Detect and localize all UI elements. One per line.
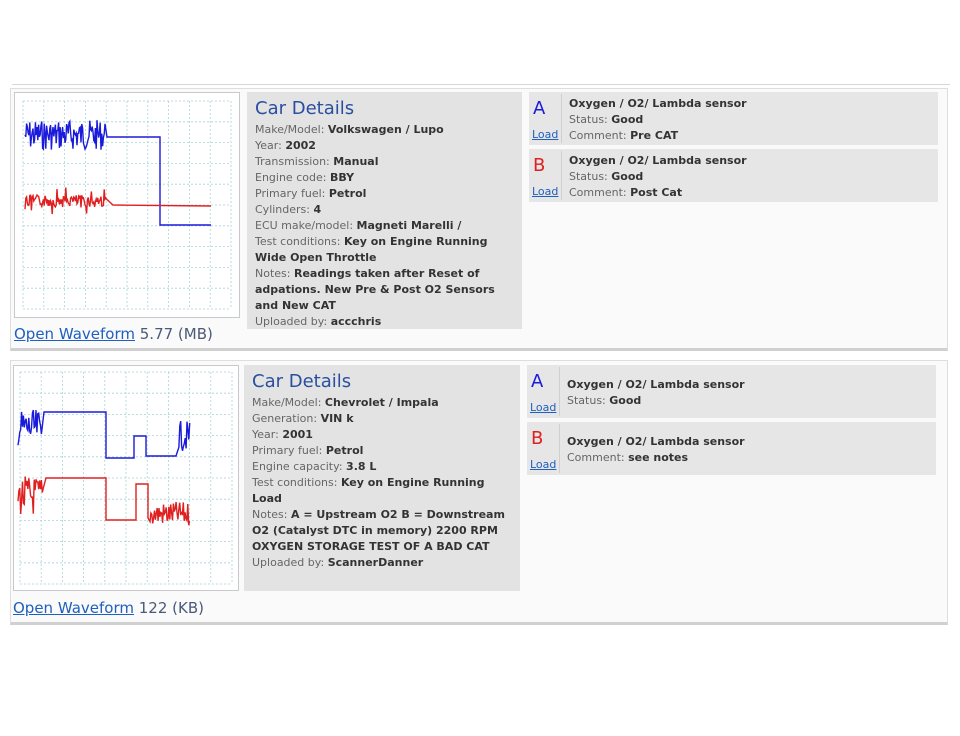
detail-row: Year: 2002 xyxy=(255,139,316,152)
detail-row: Make/Model: Chevrolet / Impala xyxy=(252,396,439,409)
channel-letter: A xyxy=(533,98,546,119)
car-details-title: Car Details xyxy=(255,98,355,119)
waveform-preview-svg xyxy=(17,371,233,585)
detail-row: ECU make/model: Magneti Marelli / xyxy=(255,219,462,232)
divider xyxy=(559,367,560,416)
waveform-thumbnail[interactable] xyxy=(14,92,240,318)
detail-row: Make/Model: Volkswagen / Lupo xyxy=(255,123,444,136)
waveform-record: Open Waveform 5.77 (MB) Car Details Make… xyxy=(10,88,948,351)
top-divider xyxy=(12,84,950,85)
load-link[interactable]: Load xyxy=(532,185,559,198)
detail-row: Year: 2001 xyxy=(252,428,313,441)
sensor-comment: Comment: see notes xyxy=(567,451,689,464)
sensor-status: Status: Good xyxy=(567,394,642,407)
channel-b-trace xyxy=(24,187,212,215)
divider xyxy=(559,424,560,473)
waveform-preview-svg xyxy=(22,100,232,310)
open-waveform: Open Waveform 122 (KB) xyxy=(13,599,204,617)
sensor-info: Oxygen / O2/ Lambda sensor Status: Good xyxy=(567,377,745,409)
detail-row: Notes: A = Upstream O2 B = Downstream O2… xyxy=(252,508,505,553)
detail-row: Notes: Readings taken after Reset of adp… xyxy=(255,267,495,312)
channel-letter: B xyxy=(531,428,544,449)
sensor-channel-b: B Load Oxygen / O2/ Lambda sensor Commen… xyxy=(527,422,936,475)
sensor-channel-a: A Load Oxygen / O2/ Lambda sensor Status… xyxy=(527,365,936,418)
sensor-status: Status: Good xyxy=(569,113,644,126)
sensor-comment: Comment: Pre CAT xyxy=(569,129,679,142)
sensor-info: Oxygen / O2/ Lambda sensor Status: Good … xyxy=(569,153,747,201)
divider xyxy=(561,94,562,143)
channel-letter: B xyxy=(533,155,546,176)
waveform-thumbnail[interactable] xyxy=(13,365,239,591)
load-link[interactable]: Load xyxy=(532,128,559,141)
sensor-channel-b: B Load Oxygen / O2/ Lambda sensor Status… xyxy=(529,149,938,202)
detail-row: Test conditions: Key on Engine Running W… xyxy=(255,235,488,264)
channel-a-trace xyxy=(17,409,191,459)
detail-row: Engine capacity: 3.8 L xyxy=(252,460,377,473)
waveform-record: Open Waveform 122 (KB) Car Details Make/… xyxy=(10,360,948,625)
sensor-name: Oxygen / O2/ Lambda sensor xyxy=(569,154,747,167)
sensor-info: Oxygen / O2/ Lambda sensor Status: Good … xyxy=(569,96,747,144)
sensor-name: Oxygen / O2/ Lambda sensor xyxy=(569,97,747,110)
detail-row: Uploaded by: accchris xyxy=(255,315,382,328)
load-link[interactable]: Load xyxy=(530,401,557,414)
sensor-channel-a: A Load Oxygen / O2/ Lambda sensor Status… xyxy=(529,92,938,145)
detail-row: Primary fuel: Petrol xyxy=(252,444,364,457)
sensor-name: Oxygen / O2/ Lambda sensor xyxy=(567,435,745,448)
open-waveform: Open Waveform 5.77 (MB) xyxy=(14,325,213,343)
detail-row: Engine code: BBY xyxy=(255,171,355,184)
detail-row: Primary fuel: Petrol xyxy=(255,187,367,200)
open-waveform-link[interactable]: Open Waveform xyxy=(14,325,135,343)
sensor-status: Status: Good xyxy=(569,170,644,183)
file-size: 122 (KB) xyxy=(138,599,204,617)
car-details-panel: Car Details Make/Model: Volkswagen / Lup… xyxy=(247,92,522,329)
detail-row: Transmission: Manual xyxy=(255,155,379,168)
detail-row: Cylinders: 4 xyxy=(255,203,322,216)
car-details-panel: Car Details Make/Model: Chevrolet / Impa… xyxy=(244,365,520,591)
divider xyxy=(561,151,562,200)
detail-row: Uploaded by: ScannerDanner xyxy=(252,556,424,569)
sensor-name: Oxygen / O2/ Lambda sensor xyxy=(567,378,745,391)
load-link[interactable]: Load xyxy=(530,458,557,471)
detail-row: Generation: VIN k xyxy=(252,412,354,425)
sensor-info: Oxygen / O2/ Lambda sensor Comment: see … xyxy=(567,434,745,466)
file-size: 5.77 (MB) xyxy=(139,325,213,343)
detail-row: Test conditions: Key on Engine Running L… xyxy=(252,476,485,505)
open-waveform-link[interactable]: Open Waveform xyxy=(13,599,134,617)
channel-a-trace xyxy=(24,119,211,226)
car-details-title: Car Details xyxy=(252,371,352,392)
channel-letter: A xyxy=(531,371,544,392)
sensor-comment: Comment: Post Cat xyxy=(569,186,683,199)
channel-b-trace xyxy=(17,476,191,526)
